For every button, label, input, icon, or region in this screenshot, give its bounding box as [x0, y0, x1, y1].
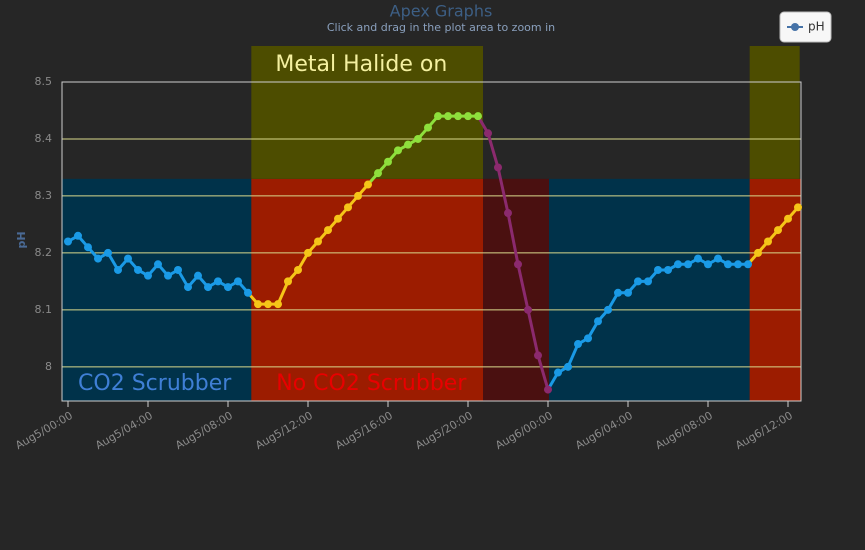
- data-point: [494, 163, 502, 172]
- data-point: [424, 123, 432, 132]
- data-point: [624, 288, 632, 297]
- data-point: [134, 265, 142, 274]
- data-point: [634, 277, 642, 286]
- y-tick-label: 8.3: [35, 189, 53, 202]
- data-point: [464, 112, 472, 121]
- data-point: [754, 248, 762, 257]
- plot-band: [549, 178, 750, 401]
- data-point: [114, 265, 122, 274]
- data-point: [344, 203, 352, 212]
- data-point: [84, 243, 92, 252]
- data-point: [714, 254, 722, 263]
- band-label: CO2 Scrubber: [78, 371, 232, 396]
- legend-marker: [791, 23, 799, 31]
- y-tick-label: 8: [45, 360, 52, 373]
- data-point: [374, 169, 382, 178]
- data-point: [764, 237, 772, 246]
- data-point: [394, 146, 402, 155]
- data-point: [734, 260, 742, 269]
- data-point: [284, 277, 292, 286]
- data-point: [724, 260, 732, 269]
- plot-band: [62, 178, 252, 401]
- data-point: [174, 265, 182, 274]
- data-point: [554, 368, 562, 377]
- data-point: [104, 248, 112, 257]
- legend-label: pH: [808, 20, 825, 34]
- data-point: [544, 385, 552, 394]
- data-point: [384, 157, 392, 166]
- data-point: [224, 283, 232, 292]
- data-point: [154, 260, 162, 269]
- plot-band: [251, 46, 483, 179]
- data-point: [564, 362, 572, 371]
- plot-band: [483, 178, 549, 401]
- data-point: [614, 288, 622, 297]
- data-point: [184, 283, 192, 292]
- data-point: [64, 237, 72, 246]
- y-tick-label: 8.4: [35, 132, 53, 145]
- data-point: [294, 265, 302, 274]
- data-point: [274, 300, 282, 309]
- data-point: [684, 260, 692, 269]
- data-point: [334, 214, 342, 223]
- data-point: [644, 277, 652, 286]
- data-point: [484, 129, 492, 138]
- plot-border: [61, 81, 802, 402]
- data-point: [194, 271, 202, 280]
- data-point: [264, 300, 272, 309]
- band-label: Metal Halide on: [275, 52, 447, 77]
- data-point: [164, 271, 172, 280]
- data-point: [584, 334, 592, 343]
- data-point: [534, 351, 542, 360]
- data-point: [664, 265, 672, 274]
- plot-band: [251, 178, 483, 401]
- y-tick-label: 8.2: [35, 246, 53, 259]
- data-point: [254, 300, 262, 309]
- band-label: No CO2 Scrubber: [276, 371, 467, 396]
- data-point: [404, 140, 412, 149]
- data-point: [514, 260, 522, 269]
- y-tick-label: 8.1: [35, 303, 53, 316]
- chart-subtitle: Click and drag in the plot area to zoom …: [327, 21, 555, 34]
- data-point: [244, 288, 252, 297]
- data-point: [744, 260, 752, 269]
- chart-title: Apex Graphs: [390, 2, 493, 21]
- data-point: [784, 214, 792, 223]
- data-point: [474, 112, 482, 121]
- line-segment: [476, 115, 550, 391]
- data-point: [604, 305, 612, 314]
- legend[interactable]: pH: [779, 11, 832, 43]
- data-point: [794, 203, 802, 212]
- data-point: [124, 254, 132, 263]
- data-point: [74, 231, 82, 240]
- data-point: [354, 191, 362, 200]
- data-point: [214, 277, 222, 286]
- data-point: [674, 260, 682, 269]
- data-point: [444, 112, 452, 121]
- data-point: [144, 271, 152, 280]
- y-axis-title: pH: [15, 231, 28, 248]
- data-point: [774, 226, 782, 235]
- data-point: [454, 112, 462, 121]
- data-point: [704, 260, 712, 269]
- data-point: [574, 340, 582, 349]
- data-point: [304, 248, 312, 257]
- data-point: [594, 317, 602, 326]
- data-point: [654, 265, 662, 274]
- data-point: [94, 254, 102, 263]
- data-point: [414, 134, 422, 143]
- legend-box: [779, 11, 832, 43]
- y-tick-label: 8.5: [35, 75, 53, 88]
- plot-band: [749, 46, 800, 179]
- data-point: [694, 254, 702, 263]
- data-point: [504, 209, 512, 218]
- data-point: [434, 112, 442, 121]
- data-point: [324, 226, 332, 235]
- data-point: [524, 305, 532, 314]
- data-point: [204, 283, 212, 292]
- data-point: [314, 237, 322, 246]
- data-point: [364, 180, 372, 189]
- data-point: [234, 277, 242, 286]
